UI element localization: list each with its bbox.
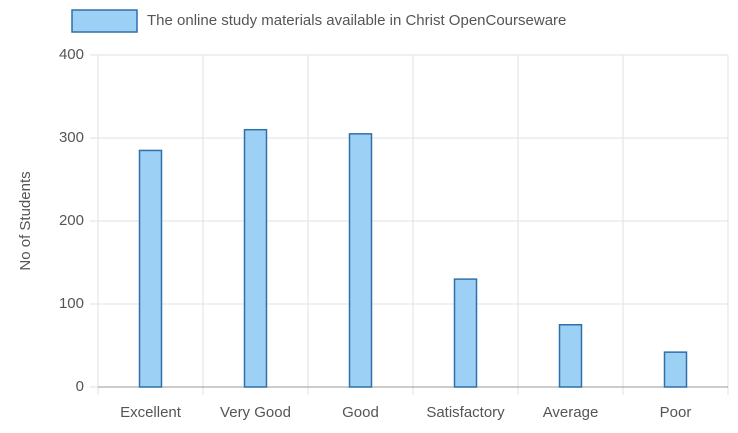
bar [138, 149, 163, 388]
y-tick-label: 0 [76, 378, 84, 395]
legend-swatch [71, 9, 138, 33]
bar [348, 133, 373, 388]
legend-label: The online study materials available in … [147, 12, 566, 29]
bar [558, 324, 583, 388]
x-tick-label: Satisfactory [426, 404, 505, 421]
x-tick-label: Good [342, 404, 379, 421]
bar [243, 128, 268, 388]
y-tick-label: 200 [59, 212, 84, 229]
x-tick-label: Average [543, 404, 599, 421]
x-tick-label: Poor [660, 404, 692, 421]
y-tick-label: 300 [59, 129, 84, 146]
y-tick-label: 400 [59, 46, 84, 63]
x-tick-label: Excellent [120, 404, 182, 421]
bar [663, 351, 688, 388]
x-tick-label: Very Good [220, 404, 291, 421]
y-tick-label: 100 [59, 295, 84, 312]
y-axis-title: No of Students [17, 171, 34, 270]
bar [453, 278, 478, 388]
